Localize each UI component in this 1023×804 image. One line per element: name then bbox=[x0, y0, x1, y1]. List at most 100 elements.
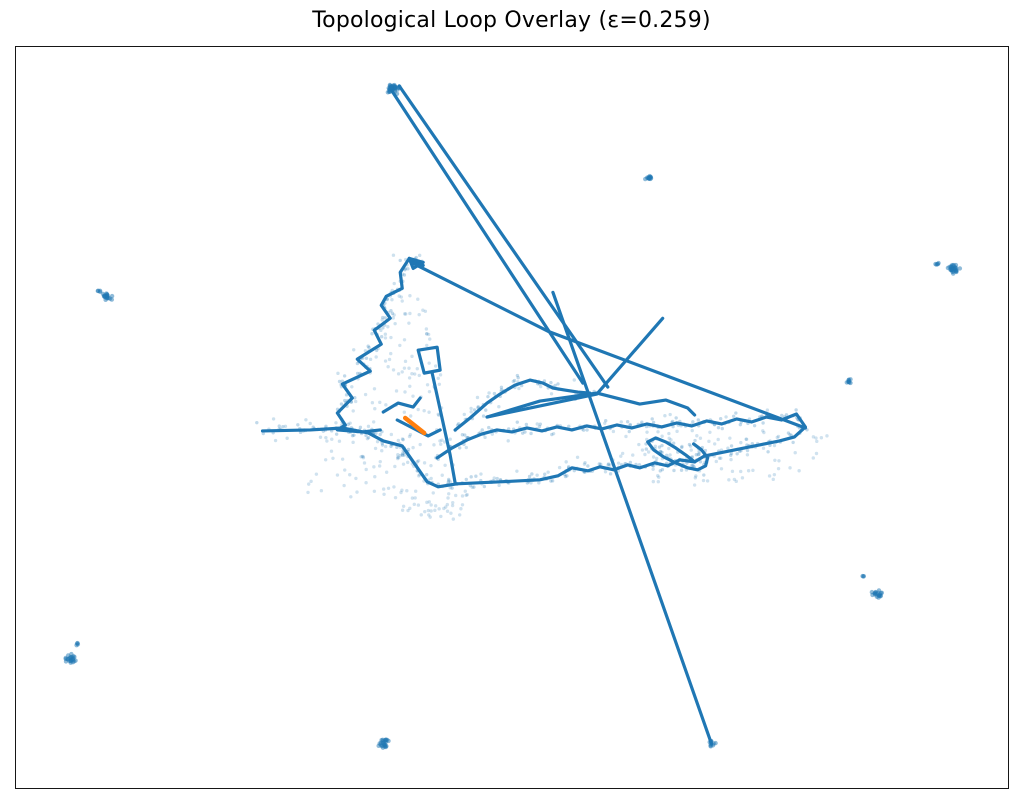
scatter-dot bbox=[735, 452, 739, 456]
scatter-dot bbox=[378, 459, 382, 464]
overlay-layer bbox=[402, 415, 427, 436]
scatter-dot bbox=[387, 89, 392, 95]
scatter-dot bbox=[553, 383, 557, 388]
scatter-dot bbox=[389, 308, 393, 313]
scatter-dot bbox=[499, 385, 504, 390]
scatter-dot bbox=[374, 431, 378, 435]
scatter-dot bbox=[680, 445, 684, 450]
scatter-dot bbox=[463, 433, 467, 437]
scatter-dot bbox=[728, 436, 732, 440]
scatter-dot bbox=[408, 311, 412, 316]
scatter-dot bbox=[645, 430, 649, 434]
scatter-dot bbox=[761, 446, 766, 450]
scatter-dot bbox=[400, 299, 404, 303]
scatter-dot bbox=[379, 335, 384, 339]
scatter-dot bbox=[664, 453, 669, 457]
scatter-dot bbox=[402, 338, 407, 342]
scatter-dot bbox=[604, 418, 608, 423]
scatter-dot bbox=[355, 371, 360, 376]
noise-cluster bbox=[844, 377, 853, 386]
scatter-dot bbox=[362, 461, 367, 465]
scatter-dot bbox=[397, 84, 402, 89]
scatter-dot bbox=[432, 443, 436, 447]
scatter-dot bbox=[777, 459, 781, 463]
scatter-dot bbox=[446, 496, 450, 500]
scatter-dot bbox=[314, 472, 319, 476]
loop-path-mid-band bbox=[435, 412, 808, 464]
scatter-dot bbox=[324, 435, 328, 440]
scatter-dot bbox=[698, 460, 703, 464]
scatter-dot bbox=[458, 513, 462, 517]
scatter-dot bbox=[476, 405, 480, 409]
scatter-dot bbox=[606, 463, 610, 467]
scatter-dot bbox=[364, 356, 369, 360]
scatter-dot bbox=[446, 480, 451, 484]
scatter-dot bbox=[515, 469, 519, 473]
scatter-dot bbox=[729, 453, 733, 457]
scatter-dot bbox=[378, 432, 382, 437]
scatter-dot bbox=[403, 390, 407, 394]
scatter-dot bbox=[261, 431, 265, 436]
scatter-dot bbox=[433, 504, 438, 508]
scatter-dot bbox=[367, 345, 371, 350]
scatter-dot bbox=[780, 413, 784, 418]
noise-cluster bbox=[860, 573, 866, 579]
scatter-dot bbox=[551, 431, 556, 436]
noise-cluster bbox=[933, 260, 941, 267]
scatter-dot bbox=[361, 455, 366, 460]
scatter-dot bbox=[460, 503, 465, 507]
scatter-dot bbox=[437, 507, 441, 511]
scatter-dot bbox=[575, 455, 580, 459]
scatter-dot bbox=[949, 262, 955, 268]
scatter-dot bbox=[416, 407, 420, 412]
scatter-dot bbox=[340, 457, 345, 461]
scatter-dot bbox=[784, 413, 789, 417]
scatter-dot bbox=[392, 281, 396, 286]
scatter-dot bbox=[564, 460, 568, 464]
loop-path-inner-quad bbox=[416, 345, 442, 375]
loop-path-cluster-line-left bbox=[389, 88, 585, 385]
scatter-dot bbox=[671, 441, 676, 445]
scatter-dot bbox=[794, 408, 798, 412]
scatter-dot bbox=[811, 435, 816, 439]
scatter-dot bbox=[437, 382, 442, 386]
scatter-dot bbox=[407, 321, 411, 325]
scatter-dot bbox=[814, 436, 818, 440]
scatter-dot bbox=[464, 477, 468, 482]
scatter-dot bbox=[447, 477, 451, 482]
scatter-dot bbox=[398, 258, 402, 263]
scatter-dot bbox=[465, 492, 469, 497]
scatter-dot bbox=[427, 410, 431, 414]
scatter-dot bbox=[472, 485, 476, 489]
scatter-dot bbox=[383, 359, 388, 363]
scatter-dot bbox=[691, 464, 695, 468]
scatter-dot bbox=[417, 312, 421, 317]
scatter-dot bbox=[529, 481, 533, 485]
scatter-dot bbox=[406, 508, 410, 513]
scatter-dot bbox=[627, 429, 631, 434]
scatter-dot bbox=[396, 438, 401, 443]
scatter-dot bbox=[734, 411, 738, 415]
scatter-dot bbox=[399, 295, 404, 299]
scatter-dot bbox=[469, 410, 473, 414]
scatter-dot bbox=[398, 453, 403, 458]
scatter-dot bbox=[698, 436, 703, 440]
scatter-dot bbox=[538, 422, 543, 426]
scatter-dot bbox=[406, 267, 410, 271]
scatter-dot bbox=[433, 508, 437, 513]
scatter-dot bbox=[535, 473, 539, 477]
scatter-dot bbox=[667, 446, 671, 451]
scatter-dot bbox=[376, 743, 381, 749]
scatter-dot bbox=[512, 378, 517, 383]
scatter-dot bbox=[396, 456, 400, 461]
scatter-dot bbox=[603, 421, 607, 425]
scatter-dot bbox=[499, 387, 504, 392]
chart-title: Topological Loop Overlay (ε=0.259) bbox=[312, 8, 711, 33]
scatter-dot bbox=[797, 469, 801, 473]
scatter-dot bbox=[415, 367, 419, 371]
scatter-dot bbox=[550, 432, 554, 437]
scatter-dot bbox=[776, 466, 781, 471]
scatter-dot bbox=[586, 464, 590, 468]
scatter-dot bbox=[718, 417, 723, 421]
scatter-dot bbox=[876, 595, 881, 600]
